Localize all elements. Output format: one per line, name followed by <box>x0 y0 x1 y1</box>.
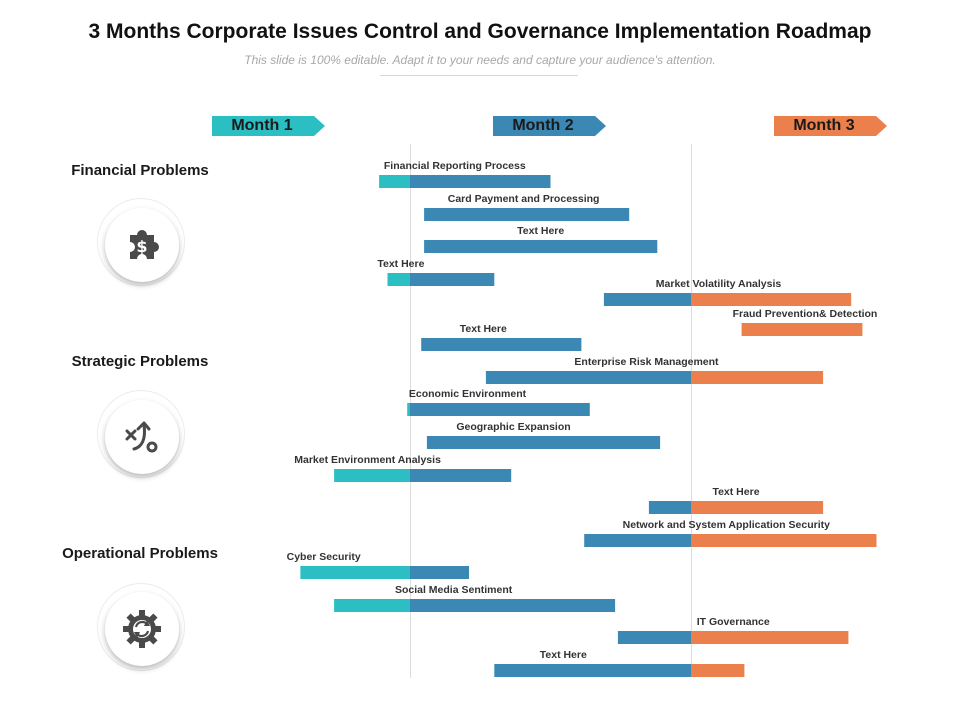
task-3: Text Here <box>424 225 658 253</box>
task-label-12: Text Here <box>712 486 759 498</box>
task-14: Cyber Security <box>287 551 469 579</box>
month-1-arrow <box>212 116 325 136</box>
svg-text:$: $ <box>136 237 147 256</box>
task-bar-13-segment-1 <box>584 534 691 547</box>
task-label-5: Market Volatility Analysis <box>656 278 782 290</box>
task-13: Network and System Application Security <box>584 519 877 547</box>
month-3-arrow <box>774 116 887 136</box>
task-bar-7-segment-1 <box>421 338 582 351</box>
task-17: Text Here <box>494 649 745 677</box>
strategy-path-icon <box>125 421 158 453</box>
operational-icon-ring <box>97 583 185 671</box>
task-label-11: Market Environment Analysis <box>294 454 441 466</box>
month-2-arrow <box>493 116 606 136</box>
task-bar-15-segment-2 <box>410 599 616 612</box>
strategic-icon-badge <box>105 400 179 474</box>
task-12: Text Here <box>648 486 824 514</box>
task-bar-4-segment-1 <box>387 273 410 286</box>
task-label-2: Card Payment and Processing <box>448 193 600 205</box>
task-bar-1-segment-2 <box>410 175 551 188</box>
month-divider-2 <box>691 144 692 678</box>
page-title: 3 Months Corporate Issues Control and Go… <box>88 20 872 43</box>
task-bar-17-segment-2 <box>691 664 745 677</box>
puzzle-dollar-icon: $ <box>130 230 159 259</box>
task-bar-5-segment-2 <box>691 293 852 306</box>
subtitle-divider <box>380 75 578 76</box>
gear-cycle-icon <box>123 610 161 648</box>
task-label-15: Social Media Sentiment <box>395 584 513 596</box>
category-operational-problems: Operational Problems <box>62 545 218 562</box>
task-bar-3-segment-1 <box>424 240 658 253</box>
month-1-label: Month 1 <box>231 117 293 134</box>
task-bar-11-segment-1 <box>334 469 410 482</box>
task-9: Economic Environment <box>407 388 590 416</box>
task-label-14: Cyber Security <box>287 551 361 563</box>
task-label-4: Text Here <box>377 258 424 270</box>
page-subtitle: This slide is 100% editable. Adapt it to… <box>244 53 716 67</box>
task-label-13: Network and System Application Security <box>623 519 830 531</box>
task-15: Social Media Sentiment <box>334 584 616 612</box>
category-financial-problems: Financial Problems <box>71 162 209 179</box>
task-8: Enterprise Risk Management <box>485 356 824 384</box>
task-bar-5-segment-1 <box>603 293 691 306</box>
task-label-1: Financial Reporting Process <box>384 160 526 172</box>
month-3-label: Month 3 <box>793 117 855 134</box>
task-bar-8-segment-1 <box>485 371 691 384</box>
financial-icon-ring <box>97 198 185 286</box>
task-label-16: IT Governance <box>697 616 770 628</box>
task-4: Text Here <box>377 258 495 286</box>
task-bar-6-segment-1 <box>741 323 863 336</box>
task-label-7: Text Here <box>460 323 507 335</box>
operational-icon-badge <box>105 592 179 666</box>
task-5: Market Volatility Analysis <box>603 278 852 306</box>
task-label-6: Fraud Prevention& Detection <box>733 308 878 320</box>
task-label-10: Geographic Expansion <box>456 421 570 433</box>
financial-icon-badge: $ <box>105 208 179 282</box>
strategic-icon-ring <box>97 390 185 478</box>
task-2: Card Payment and Processing <box>424 193 630 221</box>
task-label-8: Enterprise Risk Management <box>574 356 719 368</box>
task-bar-12-segment-2 <box>691 501 824 514</box>
task-label-17: Text Here <box>540 649 587 661</box>
task-bar-11-segment-2 <box>410 469 512 482</box>
task-1: Financial Reporting Process <box>379 160 551 188</box>
task-bar-16-segment-1 <box>617 631 691 644</box>
task-bar-16-segment-2 <box>691 631 849 644</box>
task-16: IT Governance <box>617 616 849 644</box>
month-2-label: Month 2 <box>512 117 574 134</box>
category-strategic-problems: Strategic Problems <box>71 353 209 370</box>
task-bar-8-segment-2 <box>691 371 824 384</box>
task-bar-13-segment-2 <box>691 534 877 547</box>
task-label-9: Economic Environment <box>409 388 527 400</box>
task-bar-12-segment-1 <box>648 501 691 514</box>
task-bar-1-segment-1 <box>379 175 410 188</box>
task-bar-4-segment-2 <box>410 273 495 286</box>
task-bar-17-segment-1 <box>494 664 691 677</box>
task-7: Text Here <box>421 323 582 351</box>
task-10: Geographic Expansion <box>426 421 661 449</box>
task-bar-14-segment-2 <box>410 566 469 579</box>
task-bar-9-segment-1 <box>407 403 410 416</box>
task-11: Market Environment Analysis <box>294 454 512 482</box>
task-bar-2-segment-1 <box>424 208 630 221</box>
task-6: Fraud Prevention& Detection <box>733 308 878 336</box>
task-bar-14-segment-1 <box>300 566 410 579</box>
task-bar-15-segment-1 <box>334 599 410 612</box>
task-label-3: Text Here <box>517 225 564 237</box>
task-bar-9-segment-2 <box>410 403 590 416</box>
task-bar-10-segment-1 <box>426 436 661 449</box>
